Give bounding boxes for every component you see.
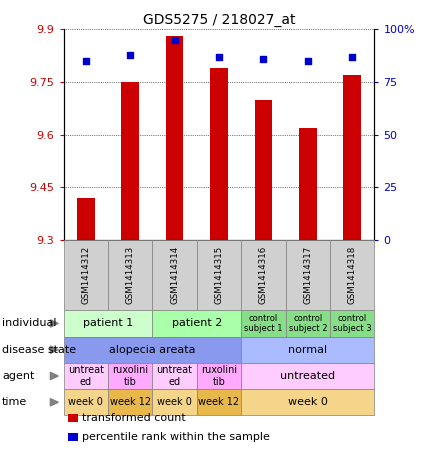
Text: disease state: disease state [2, 345, 76, 355]
Point [171, 36, 178, 43]
Bar [210, 68, 228, 240]
Text: week 0: week 0 [157, 397, 192, 407]
Text: GSM1414316: GSM1414316 [259, 246, 268, 304]
Text: alopecia areata: alopecia areata [109, 345, 196, 355]
Text: control
subject 1: control subject 1 [244, 314, 283, 333]
Text: percentile rank within the sample: percentile rank within the sample [82, 432, 270, 442]
Text: GSM1414315: GSM1414315 [215, 246, 223, 304]
Text: control
subject 3: control subject 3 [333, 314, 371, 333]
Point [82, 58, 89, 65]
Bar [343, 75, 361, 240]
Point [304, 58, 311, 65]
Bar [77, 198, 95, 240]
Text: patient 2: patient 2 [172, 318, 222, 328]
Text: untreat
ed: untreat ed [68, 365, 104, 387]
Text: agent: agent [2, 371, 35, 381]
Text: week 12: week 12 [198, 397, 240, 407]
Text: untreat
ed: untreat ed [156, 365, 193, 387]
Point [260, 55, 267, 63]
Text: control
subject 2: control subject 2 [289, 314, 327, 333]
Title: GDS5275 / 218027_at: GDS5275 / 218027_at [143, 13, 295, 27]
Bar [254, 100, 272, 240]
Text: GSM1414318: GSM1414318 [348, 246, 357, 304]
Text: normal: normal [288, 345, 328, 355]
Text: time: time [2, 397, 28, 407]
Text: patient 1: patient 1 [83, 318, 133, 328]
Text: GSM1414314: GSM1414314 [170, 246, 179, 304]
Bar [166, 37, 184, 240]
Text: GSM1414313: GSM1414313 [126, 246, 134, 304]
Text: week 0: week 0 [68, 397, 103, 407]
Bar [299, 128, 317, 240]
Text: ruxolini
tib: ruxolini tib [201, 365, 237, 387]
Text: individual: individual [2, 318, 57, 328]
Point [127, 51, 134, 58]
Text: ruxolini
tib: ruxolini tib [112, 365, 148, 387]
Text: week 12: week 12 [110, 397, 151, 407]
Bar [121, 82, 139, 240]
Point [215, 53, 223, 60]
Text: GSM1414317: GSM1414317 [304, 246, 312, 304]
Text: untreated: untreated [280, 371, 336, 381]
Text: week 0: week 0 [288, 397, 328, 407]
Text: transformed count: transformed count [82, 413, 186, 423]
Text: GSM1414312: GSM1414312 [81, 246, 90, 304]
Point [349, 53, 356, 60]
